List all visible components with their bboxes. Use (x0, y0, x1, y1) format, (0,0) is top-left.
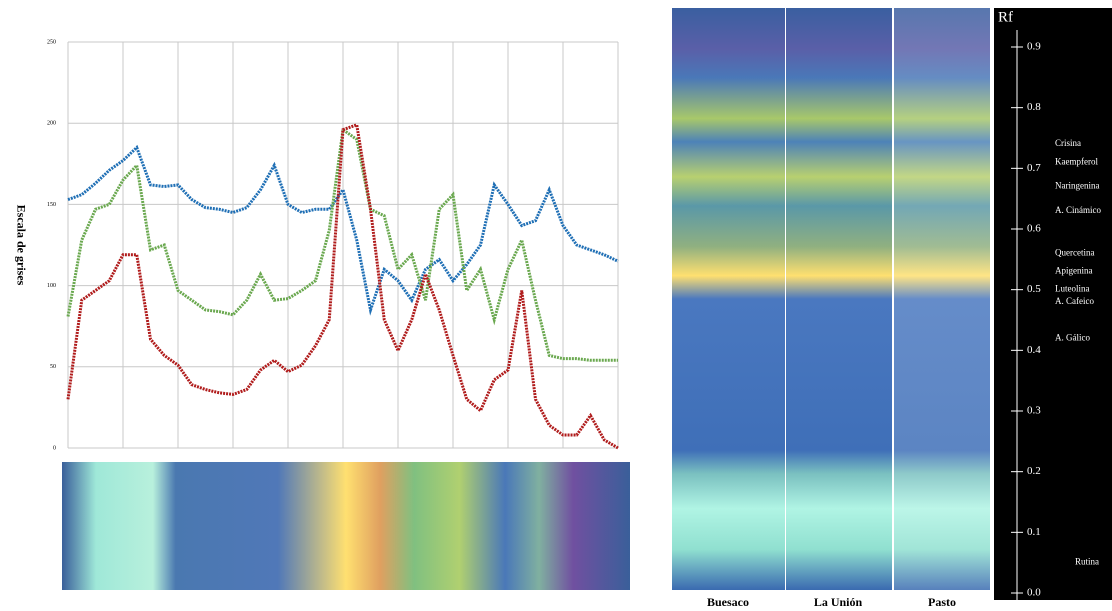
lane-label: La Unión (814, 595, 863, 609)
compound-label: A. Cafeico (1055, 296, 1094, 306)
rf-tick-label: 0.7 (1027, 162, 1041, 174)
rf-tick-label: 0.6 (1027, 223, 1041, 235)
plate-lane (786, 8, 892, 590)
plate-strip (62, 462, 630, 590)
rf-tick-label: 0.3 (1027, 405, 1041, 417)
compound-label: Apigenina (1055, 266, 1093, 276)
compound-label: Quercetina (1055, 247, 1094, 257)
compound-label: Luteolina (1055, 284, 1090, 294)
data-line (67, 144, 619, 316)
rf-tick-label: 0.4 (1027, 344, 1041, 356)
rf-tick-label: 0.8 (1027, 101, 1041, 113)
rf-panel (994, 8, 1112, 600)
compound-label: A. Gálico (1055, 332, 1090, 342)
rf-tick-label: 0.2 (1027, 465, 1041, 477)
rf-tick-label: 0.0 (1027, 587, 1041, 599)
rf-tick-label: 0.9 (1027, 41, 1041, 53)
y-tick-label: 150 (47, 202, 56, 208)
y-tick-label: 250 (47, 39, 56, 45)
data-line (66, 122, 619, 450)
compound-label: Naringenina (1055, 181, 1099, 191)
compound-label: Rutina (1075, 557, 1099, 567)
y-tick-label: 50 (50, 364, 56, 370)
y-tick-label: 0 (53, 445, 56, 451)
compound-label: A. Cinámico (1055, 205, 1101, 215)
plate-lane (894, 8, 990, 590)
compound-label: Crisina (1055, 138, 1081, 148)
y-tick-label: 200 (47, 121, 56, 127)
lane-label: Buesaco (707, 595, 749, 609)
lane-label: Pasto (928, 595, 956, 609)
plate-lane (672, 8, 785, 590)
rf-tick-label: 0.5 (1027, 283, 1041, 295)
rf-title: Rf (998, 9, 1013, 25)
rf-tick-label: 0.1 (1027, 526, 1041, 538)
compound-label: Kaempferol (1055, 156, 1098, 166)
y-tick-label: 100 (47, 283, 56, 289)
y-axis-label: Escala de grises (14, 205, 28, 286)
